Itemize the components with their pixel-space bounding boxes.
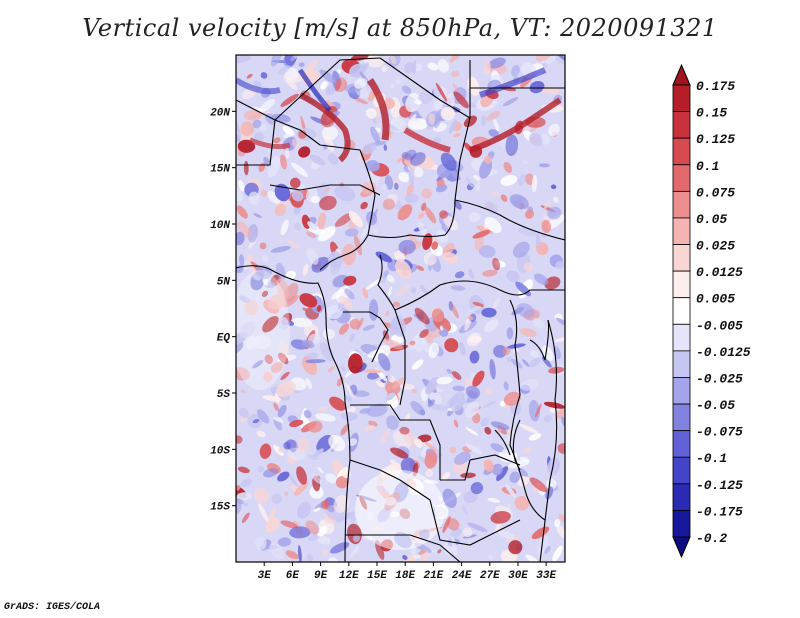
- colorbar-segment: [672, 270, 691, 299]
- lon-tick-label: 3E: [258, 570, 272, 582]
- lat-tick-label: EQ: [217, 333, 231, 345]
- lat-tick-label: 15N: [210, 164, 230, 176]
- lon-tick-label: 12E: [339, 570, 359, 582]
- colorbar-label: 0.025: [696, 239, 735, 254]
- colorbar-label: -0.1: [696, 451, 727, 466]
- credit-label: GrADS: IGES/COLA: [4, 602, 101, 613]
- lon-tick-label: 33E: [536, 570, 556, 582]
- colorbar-label: -0.025: [696, 371, 743, 386]
- lon-tick-label: 18E: [395, 570, 415, 582]
- lat-tick-label: 5N: [217, 276, 231, 288]
- colorbar-bottom-triangle: [672, 536, 691, 559]
- colorbar-label: 0.05: [696, 212, 727, 227]
- colorbar-segment: [672, 456, 691, 485]
- lat-tick-label: 10N: [210, 220, 230, 232]
- colorbar-label: 0.0125: [696, 265, 743, 280]
- colorbar-segment: [672, 190, 691, 219]
- lat-tick-label: 5S: [217, 389, 231, 401]
- lon-tick-label: 21E: [423, 570, 443, 582]
- colorbar: 0.175 0.15 0.125 0.1 0.075 0.05 0.025 0.0125 0.0…: [672, 63, 751, 559]
- colorbar-segment: [672, 403, 691, 432]
- colorbar-segment: [672, 377, 691, 405]
- lon-tick-label: 6E: [286, 570, 300, 582]
- colorbar-label: 0.125: [696, 132, 735, 147]
- map-frame: [235, 54, 566, 563]
- colorbar-top-triangle: [672, 63, 691, 86]
- map-title: Vertical velocity [m/s] at 850hPa, VT: 2…: [82, 14, 718, 42]
- colorbar-segment: [672, 297, 691, 325]
- lat-tick-label: 10S: [210, 445, 230, 457]
- colorbar-label: -0.05: [696, 398, 735, 413]
- lon-tick-label: 9E: [314, 570, 328, 582]
- colorbar-segment: [672, 137, 691, 166]
- colorbar-segment: [672, 244, 691, 272]
- colorbar-label: -0.075: [696, 425, 743, 440]
- colorbar-label: -0.0125: [696, 345, 751, 360]
- colorbar-segment: [672, 430, 691, 458]
- longitude-axis: 3E 6E 9E 12E 15E 18E 21E 24E 27E 30E 33E: [258, 562, 556, 582]
- vertical-velocity-field: [236, 55, 565, 562]
- colorbar-label: -0.125: [696, 478, 743, 493]
- colorbar-label: 0.075: [696, 185, 735, 200]
- colorbar-label: -0.175: [696, 504, 743, 519]
- colorbar-label: -0.2: [696, 531, 727, 546]
- colorbar-segment: [672, 84, 691, 112]
- colorbar-label: -0.005: [696, 318, 743, 333]
- colorbar-label: 0.15: [696, 106, 727, 121]
- colorbar-label: 0.175: [696, 79, 735, 94]
- colorbar-label: 0.1: [696, 159, 719, 174]
- colorbar-segment: [672, 217, 691, 245]
- colorbar-segment: [672, 350, 691, 378]
- latitude-axis: 20N 15N 10N 5N EQ 5S 10S 15S: [210, 107, 236, 514]
- colorbar-segment: [672, 510, 691, 538]
- lon-tick-label: 27E: [480, 570, 500, 582]
- colorbar-segment: [672, 111, 691, 139]
- lat-tick-label: 15S: [210, 502, 230, 514]
- colorbar-segment: [672, 323, 691, 352]
- lat-tick-label: 20N: [210, 107, 230, 119]
- colorbar-label: 0.005: [696, 292, 735, 307]
- lon-tick-label: 24E: [452, 570, 472, 582]
- colorbar-segment: [672, 483, 691, 511]
- colorbar-segment: [672, 164, 691, 192]
- lon-tick-label: 15E: [367, 570, 387, 582]
- lon-tick-label: 30E: [508, 570, 528, 582]
- country-borders: [236, 57, 565, 562]
